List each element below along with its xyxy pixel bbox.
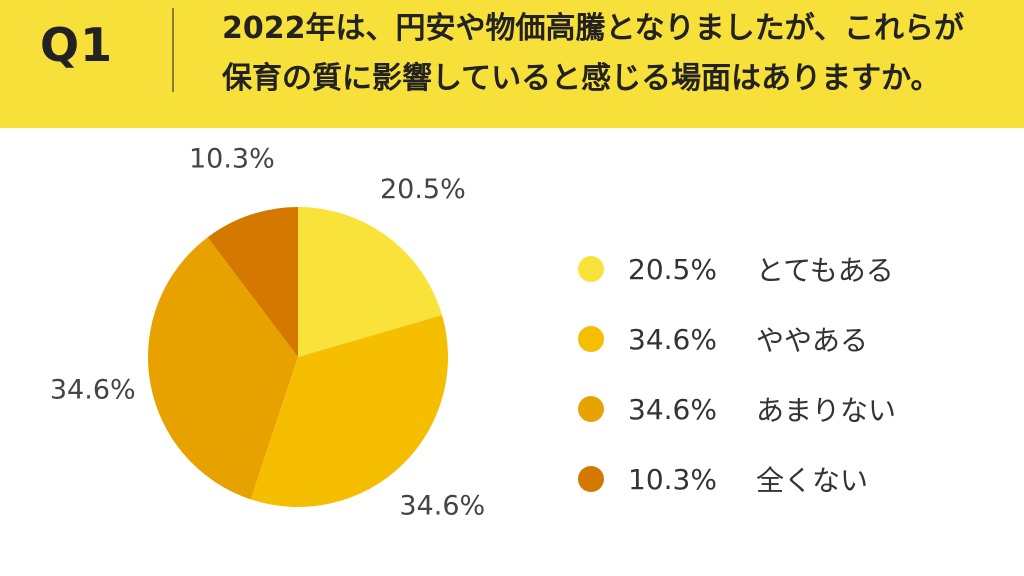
slice-label-totemo-aru: 20.5% <box>380 174 466 205</box>
legend-item-amari-nai: 34.6% あまりない <box>578 374 896 444</box>
legend-value: 34.6% <box>628 392 717 426</box>
pie-slice-mattaku-nai <box>207 207 298 357</box>
legend-value: 10.3% <box>628 462 717 496</box>
pie-chart: 20.5% 34.6% 34.6% 10.3% <box>50 143 485 521</box>
legend-item-mattaku-nai: 10.3% 全くない <box>578 444 896 514</box>
legend-value: 20.5% <box>628 252 717 286</box>
pie-slice-amari-nai <box>148 237 298 500</box>
slice-label-amari-nai: 34.6% <box>50 374 136 405</box>
slice-label-mattaku-nai: 10.3% <box>189 143 275 174</box>
legend-swatch <box>578 256 604 282</box>
pie-slice-totemo-aru <box>298 207 443 357</box>
pie-slice-yaya-aru <box>250 315 448 507</box>
slice-label-yaya-aru: 34.6% <box>399 490 485 521</box>
header-divider <box>172 8 174 92</box>
legend-swatch <box>578 466 604 492</box>
question-header: Q1 2022年は、円安や物価高騰となりましたが、これらが 保育の質に影響してい… <box>0 0 1024 128</box>
question-line-2: 保育の質に影響していると感じる場面はありますか。 <box>222 61 941 96</box>
legend-label: あまりない <box>756 394 897 427</box>
legend-item-yaya-aru: 34.6% ややある <box>578 304 896 374</box>
question-number: Q1 <box>40 18 114 72</box>
legend-item-totemo-aru: 20.5% とてもある <box>578 234 896 304</box>
question-text: 2022年は、円安や物価高騰となりましたが、これらが 保育の質に影響していると感… <box>222 4 964 104</box>
legend-swatch <box>578 326 604 352</box>
legend-label: とてもある <box>756 254 894 287</box>
legend-value: 34.6% <box>628 322 717 356</box>
legend-label: ややある <box>756 324 869 357</box>
question-line-1: 2022年は、円安や物価高騰となりましたが、これらが <box>222 11 964 46</box>
chart-legend: 20.5% とてもある 34.6% ややある 34.6% あまりない 10.3% 全くない <box>578 234 896 514</box>
legend-label: 全くない <box>756 464 869 497</box>
legend-swatch <box>578 396 604 422</box>
